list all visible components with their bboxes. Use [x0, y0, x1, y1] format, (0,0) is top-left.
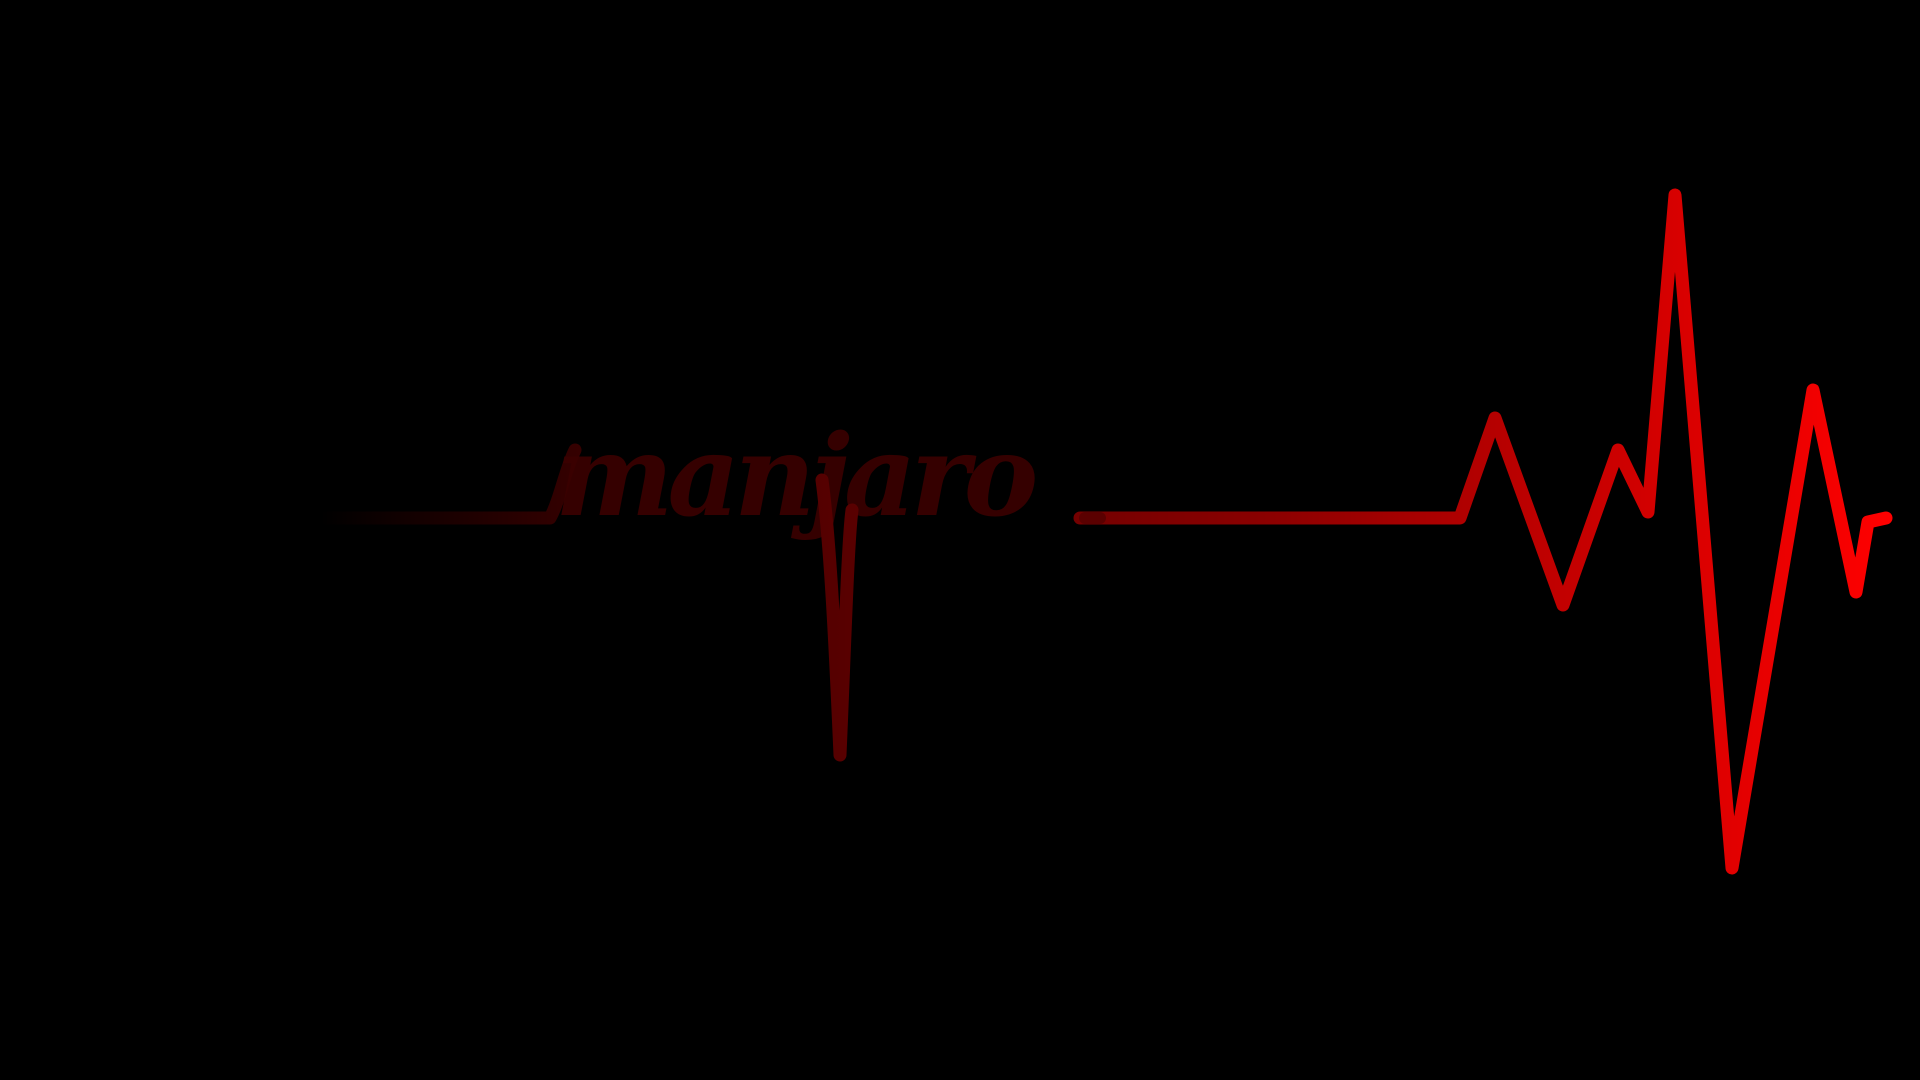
heartbeat-trace-icon: [313, 188, 1893, 875]
wordmark-text: manjaro: [555, 411, 1036, 542]
